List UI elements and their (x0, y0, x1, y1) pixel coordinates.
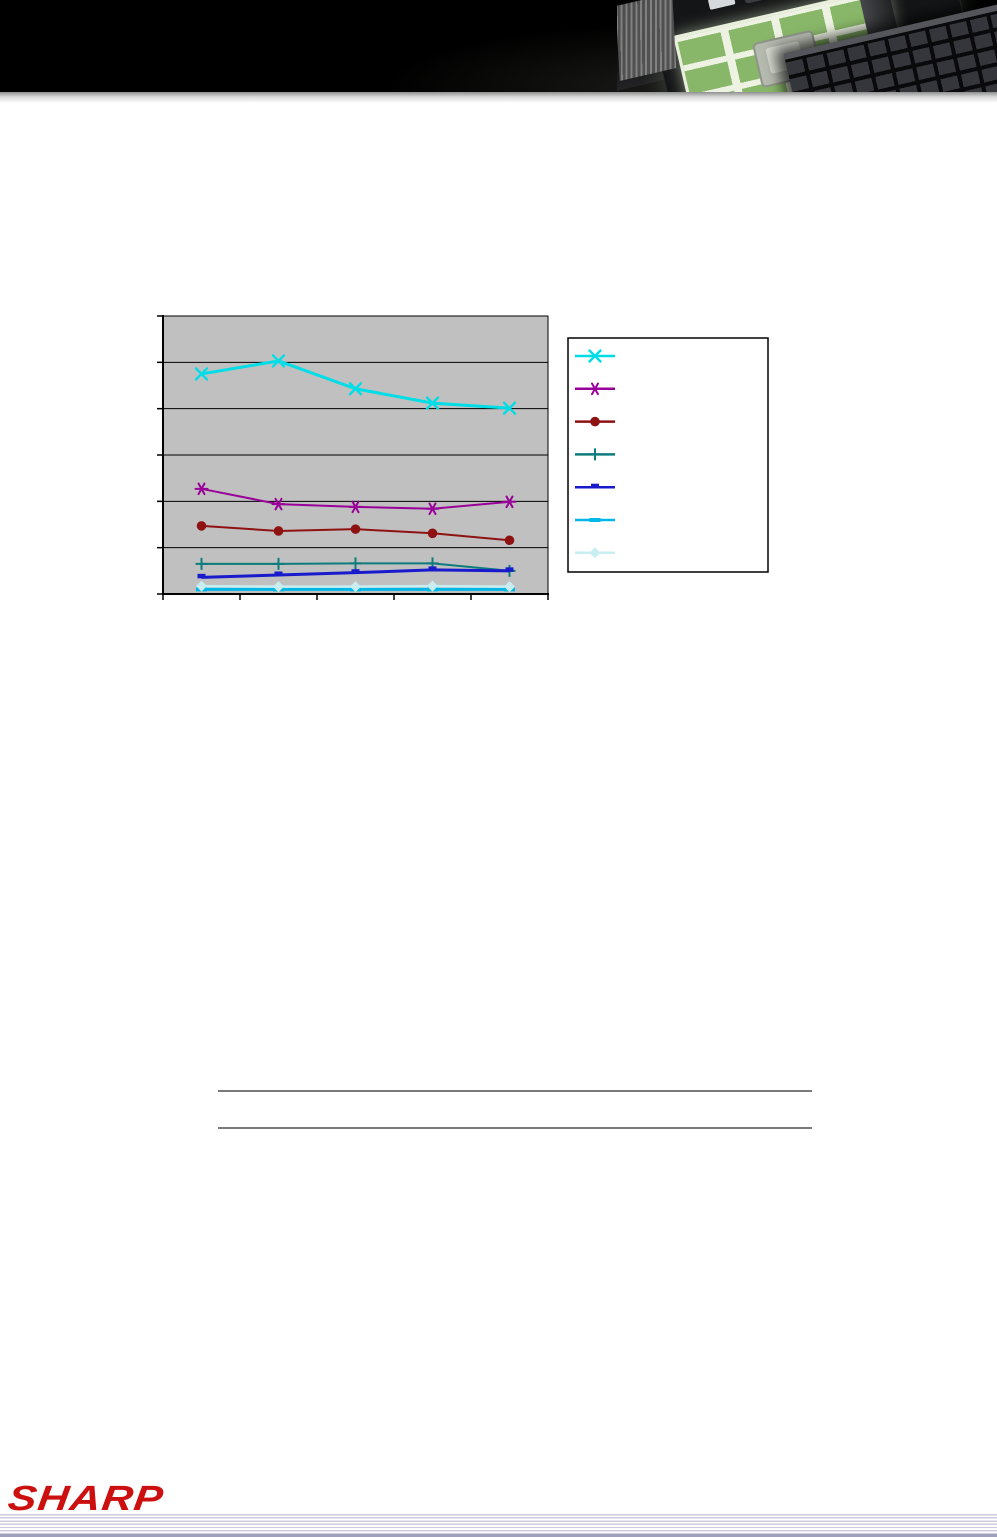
marker-star (588, 382, 602, 396)
marker-dash (274, 571, 283, 577)
marker-x (588, 349, 602, 363)
marker-star (194, 482, 209, 496)
footer-stripes (0, 1514, 997, 1537)
marker-dash (197, 573, 206, 579)
sharp-logo: SHARP (5, 1479, 167, 1518)
legend-item-violet-star (575, 382, 615, 396)
marker-x (502, 401, 517, 415)
marker-plus (349, 557, 362, 570)
marker-dash (591, 483, 599, 489)
marker-dash (351, 569, 360, 574)
marker-diamond (273, 581, 284, 593)
marker-diamond (504, 581, 515, 593)
series-maroon-circle (196, 521, 515, 546)
marker-circle (504, 535, 515, 546)
marker-dash (428, 566, 437, 571)
series-turquoise-x (194, 354, 517, 415)
marker-dash (505, 567, 514, 572)
marker-circle (350, 524, 361, 534)
marker-longdash (589, 518, 601, 522)
horizontal-rule-bottom (218, 1127, 812, 1129)
series-pale-diamond (196, 580, 515, 593)
marker-x (271, 354, 286, 368)
legend-item-pale-diamond (575, 547, 615, 559)
top-banner (0, 0, 997, 92)
marker-circle (427, 528, 438, 539)
marker-plus (272, 557, 285, 570)
marker-star (502, 495, 517, 509)
marker-circle (590, 416, 600, 427)
legend-item-teal-plus (575, 448, 615, 461)
marker-plus (589, 448, 601, 461)
series-blue-dash (197, 566, 514, 579)
marker-diamond (196, 580, 207, 592)
marker-x (425, 396, 440, 410)
marker-circle (273, 526, 284, 536)
marker-star (271, 497, 286, 511)
horizontal-rule-top (218, 1090, 812, 1092)
banner-divider (0, 92, 997, 103)
marker-diamond (427, 580, 438, 592)
marker-circle (196, 521, 207, 531)
legend-item-skyblue-longdash (575, 518, 615, 522)
line-chart (157, 315, 769, 600)
series-violet-star (194, 482, 517, 516)
marker-plus (195, 557, 208, 570)
legend-item-maroon-circle (575, 416, 615, 427)
marker-diamond (350, 581, 361, 593)
legend-item-turquoise-x (575, 349, 615, 363)
marker-diamond (589, 547, 601, 559)
marker-x (348, 382, 363, 396)
marker-star (348, 500, 363, 514)
legend-item-blue-dash (575, 483, 615, 489)
legend (567, 337, 769, 573)
marker-x (194, 367, 209, 381)
marker-star (425, 502, 440, 516)
